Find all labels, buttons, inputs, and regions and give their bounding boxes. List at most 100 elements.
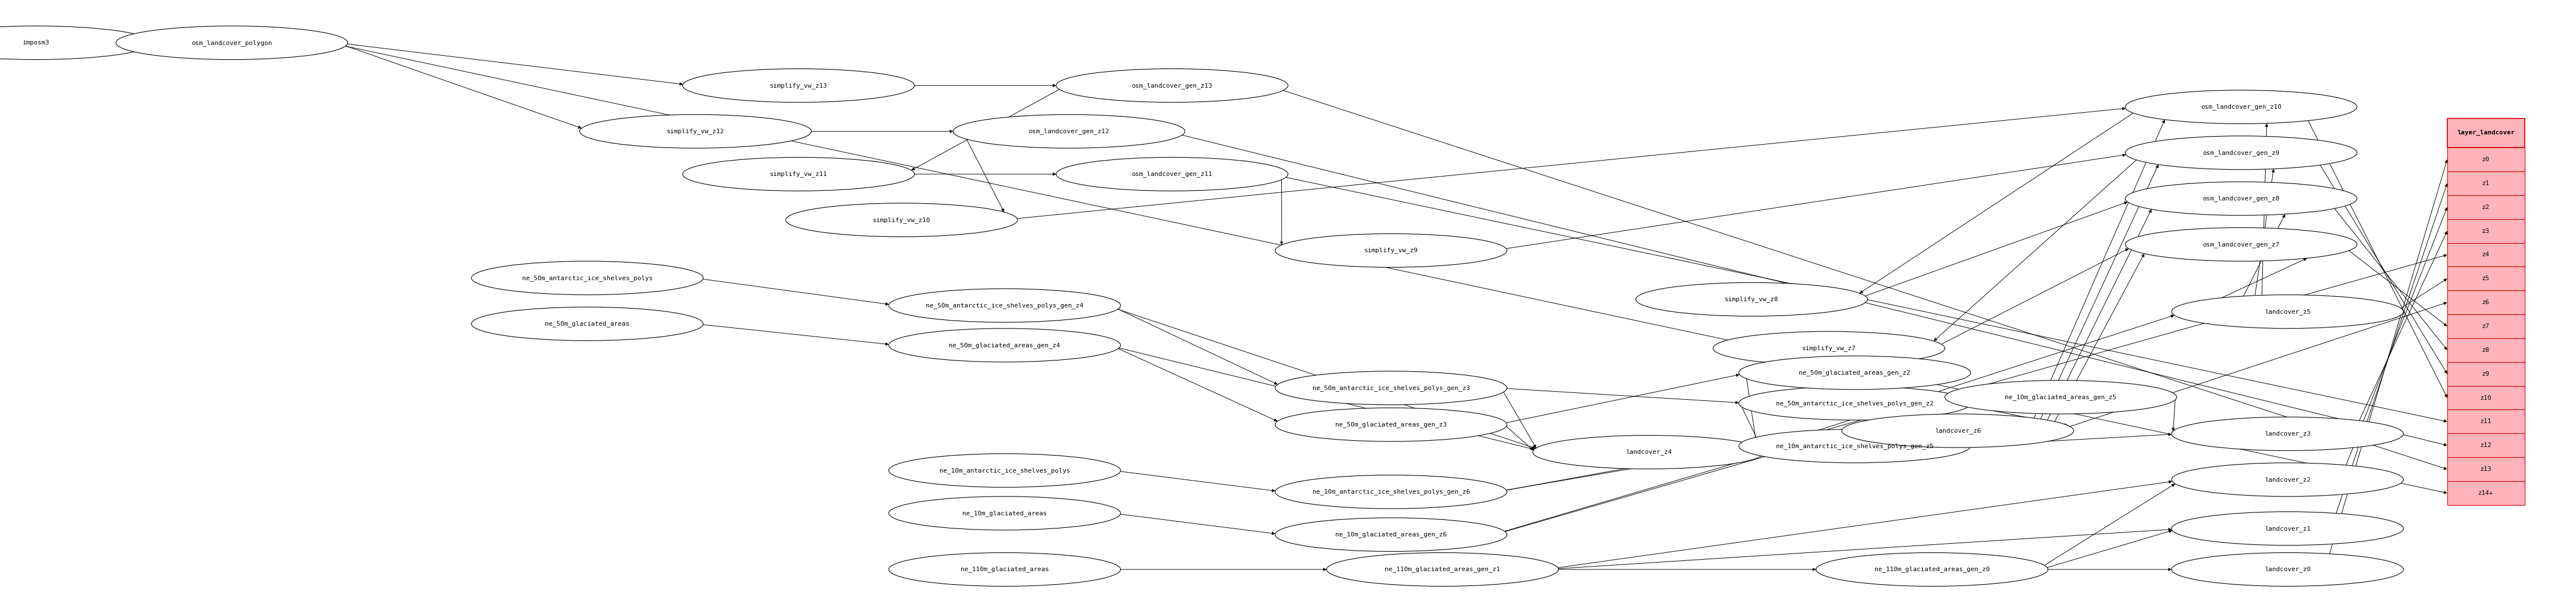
FancyBboxPatch shape [2447,148,2524,172]
FancyBboxPatch shape [2447,119,2524,148]
Text: ne_50m_glaciated_areas: ne_50m_glaciated_areas [546,321,629,327]
FancyBboxPatch shape [2447,481,2524,505]
Ellipse shape [2125,228,2357,262]
Text: landcover_z6: landcover_z6 [1935,428,1981,434]
Text: imposm3: imposm3 [23,40,49,46]
FancyBboxPatch shape [2447,196,2524,219]
Text: z2: z2 [2483,204,2488,210]
Ellipse shape [1275,475,1507,508]
Ellipse shape [0,26,152,60]
Text: z8: z8 [2483,347,2488,353]
Text: ne_50m_antarctic_ice_shelves_polys_gen_z4: ne_50m_antarctic_ice_shelves_polys_gen_z… [925,302,1084,309]
Text: ne_10m_antarctic_ice_shelves_polys: ne_10m_antarctic_ice_shelves_polys [940,467,1069,474]
Text: landcover_z0: landcover_z0 [2264,566,2311,573]
Ellipse shape [1842,414,2074,447]
Ellipse shape [2125,90,2357,124]
Ellipse shape [953,114,1185,148]
Text: simplify_vw_z13: simplify_vw_z13 [770,82,827,89]
Ellipse shape [1275,371,1507,405]
Ellipse shape [2172,295,2403,329]
Ellipse shape [786,203,1018,237]
Text: ne_50m_antarctic_ice_shelves_polys_gen_z3: ne_50m_antarctic_ice_shelves_polys_gen_z… [1311,385,1471,391]
Ellipse shape [1056,158,1288,191]
Text: osm_landcover_gen_z8: osm_landcover_gen_z8 [2202,196,2280,202]
Text: ne_110m_glaciated_areas: ne_110m_glaciated_areas [961,566,1048,573]
Text: ne_110m_glaciated_areas_gen_z1: ne_110m_glaciated_areas_gen_z1 [1386,566,1499,573]
FancyBboxPatch shape [2447,410,2524,434]
Text: ne_50m_glaciated_areas_gen_z2: ne_50m_glaciated_areas_gen_z2 [1798,370,1911,376]
Text: osm_landcover_gen_z12: osm_landcover_gen_z12 [1028,128,1110,134]
Ellipse shape [1739,356,1971,390]
Ellipse shape [889,329,1121,362]
Text: z12: z12 [2481,442,2491,448]
Ellipse shape [1275,408,1507,441]
Text: ne_10m_antarctic_ice_shelves_polys_gen_z6: ne_10m_antarctic_ice_shelves_polys_gen_z… [1311,489,1471,495]
Text: simplify_vw_z9: simplify_vw_z9 [1365,247,1417,254]
FancyBboxPatch shape [2447,219,2524,243]
Ellipse shape [1636,282,1868,316]
Text: landcover_z1: landcover_z1 [2264,525,2311,532]
Text: z4: z4 [2483,252,2488,258]
FancyBboxPatch shape [2447,267,2524,291]
Text: ne_50m_antarctic_ice_shelves_polys_gen_z2: ne_50m_antarctic_ice_shelves_polys_gen_z… [1775,400,1935,406]
Text: ne_50m_antarctic_ice_shelves_polys: ne_50m_antarctic_ice_shelves_polys [523,275,652,281]
Text: simplify_vw_z8: simplify_vw_z8 [1726,296,1777,302]
Ellipse shape [1739,429,1971,463]
Ellipse shape [1713,331,1945,365]
Ellipse shape [2172,417,2403,451]
Text: simplify_vw_z10: simplify_vw_z10 [873,217,930,223]
Text: landcover_z5: landcover_z5 [2264,309,2311,315]
Text: ne_10m_glaciated_areas_gen_z5: ne_10m_glaciated_areas_gen_z5 [2004,394,2117,400]
Text: z5: z5 [2483,276,2488,282]
Ellipse shape [1327,552,1558,587]
FancyBboxPatch shape [2447,362,2524,386]
Text: osm_landcover_gen_z13: osm_landcover_gen_z13 [1131,82,1213,89]
Ellipse shape [889,453,1121,488]
Text: z7: z7 [2483,323,2488,329]
Ellipse shape [580,114,811,148]
Ellipse shape [2172,463,2403,496]
Text: landcover_z4: landcover_z4 [1625,449,1672,455]
Text: z10: z10 [2481,395,2491,401]
FancyBboxPatch shape [2447,434,2524,457]
Text: osm_landcover_gen_z9: osm_landcover_gen_z9 [2202,150,2280,156]
Ellipse shape [2172,512,2403,545]
Text: simplify_vw_z7: simplify_vw_z7 [1803,345,1855,351]
Text: z1: z1 [2483,180,2488,186]
Ellipse shape [889,288,1121,323]
Text: osm_landcover_gen_z10: osm_landcover_gen_z10 [2200,104,2282,110]
Ellipse shape [1739,386,1971,420]
Text: z3: z3 [2483,228,2488,234]
Text: osm_landcover_gen_z11: osm_landcover_gen_z11 [1131,171,1213,177]
Text: ne_50m_glaciated_areas_gen_z3: ne_50m_glaciated_areas_gen_z3 [1334,422,1448,428]
Text: z0: z0 [2483,156,2488,163]
Text: osm_landcover_gen_z7: osm_landcover_gen_z7 [2202,241,2280,247]
Text: z6: z6 [2483,299,2488,306]
FancyBboxPatch shape [2447,243,2524,267]
Ellipse shape [471,307,703,341]
Ellipse shape [1056,69,1288,103]
Text: landcover_z3: landcover_z3 [2264,431,2311,437]
Text: z9: z9 [2483,371,2488,377]
Text: ne_50m_glaciated_areas_gen_z4: ne_50m_glaciated_areas_gen_z4 [948,342,1061,348]
FancyBboxPatch shape [2447,172,2524,196]
Text: ne_10m_antarctic_ice_shelves_polys_gen_z5: ne_10m_antarctic_ice_shelves_polys_gen_z… [1775,443,1935,449]
Text: ne_10m_glaciated_areas_gen_z6: ne_10m_glaciated_areas_gen_z6 [1334,532,1448,538]
Text: simplify_vw_z11: simplify_vw_z11 [770,171,827,177]
FancyBboxPatch shape [2447,315,2524,338]
Ellipse shape [2125,181,2357,216]
Text: landcover_z2: landcover_z2 [2264,477,2311,483]
Ellipse shape [2125,136,2357,170]
FancyBboxPatch shape [2447,338,2524,362]
FancyBboxPatch shape [2447,386,2524,410]
Text: osm_landcover_polygon: osm_landcover_polygon [191,40,273,46]
Ellipse shape [1275,234,1507,268]
Text: z14+: z14+ [2478,490,2494,496]
Ellipse shape [889,496,1121,530]
FancyBboxPatch shape [2447,291,2524,314]
Ellipse shape [1945,380,2177,414]
Ellipse shape [2172,552,2403,587]
Text: layer_landcover: layer_landcover [2458,130,2514,136]
Ellipse shape [1275,518,1507,551]
Ellipse shape [471,261,703,295]
